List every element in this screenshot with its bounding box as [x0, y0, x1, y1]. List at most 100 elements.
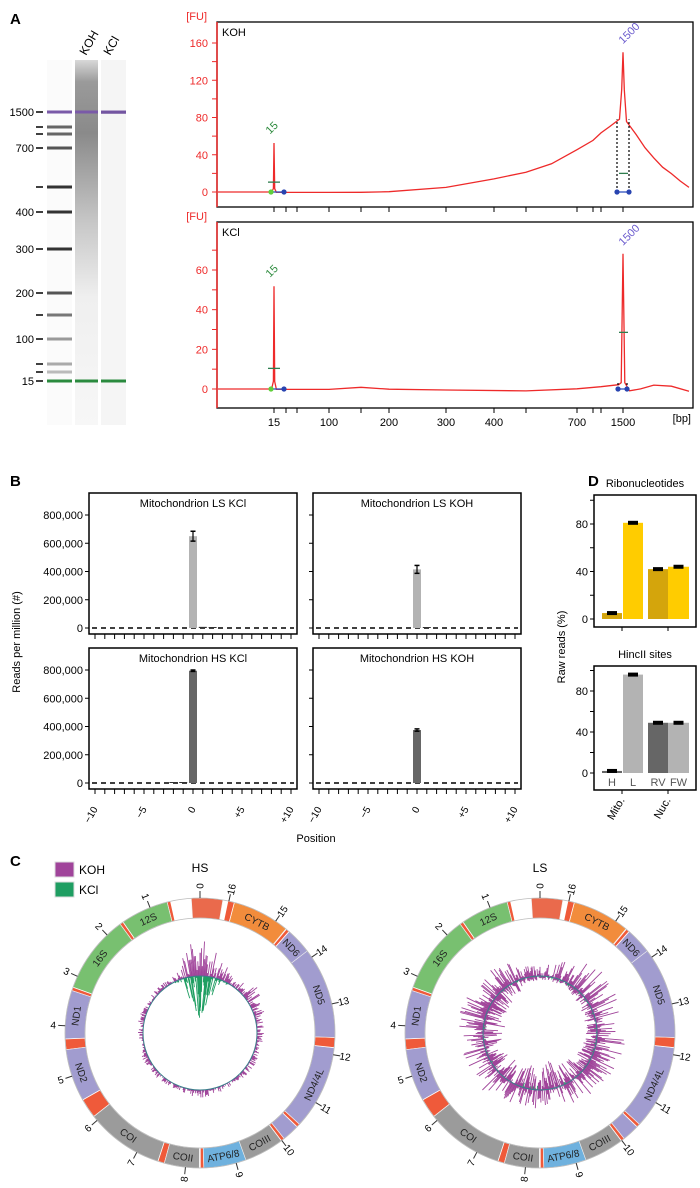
- gene-label: ND1: [410, 1005, 424, 1027]
- kb-tick: [65, 1075, 73, 1079]
- trace-line: [218, 52, 690, 194]
- ladder-band: [47, 125, 72, 129]
- kb-tick: [146, 900, 151, 908]
- x-tick-label: +5: [232, 805, 247, 821]
- y-tick-label: 600,000: [43, 693, 83, 705]
- kb-tick: [275, 915, 281, 922]
- kb-tick-label: 14: [654, 943, 670, 959]
- trna-segment: [313, 1036, 336, 1049]
- x-tick-label: 400: [485, 417, 503, 429]
- gene-label: ND1: [70, 1005, 84, 1027]
- x-tick-label: Mito.: [605, 796, 627, 823]
- kb-tick-label: 6: [83, 1123, 95, 1135]
- x-tick-label: 200: [380, 417, 398, 429]
- baseline-circle: [142, 975, 258, 1091]
- y-tick-label: 40: [196, 150, 208, 162]
- kb-tick: [673, 1054, 681, 1057]
- kb-tick: [333, 1054, 341, 1057]
- x-tick-label: −10: [83, 805, 101, 826]
- bar-position-1: [422, 627, 431, 628]
- y-tick-label: 80: [196, 113, 208, 125]
- bar-position-0: [189, 536, 197, 628]
- facet-title: Mitochondrion LS KOH: [361, 498, 474, 510]
- kb-tick: [621, 1140, 627, 1147]
- ladder-band: [47, 313, 72, 317]
- kb-tick-label: 2: [92, 921, 104, 933]
- kb-tick-label: 7: [466, 1158, 479, 1168]
- kb-tick-label: 8: [179, 1175, 191, 1182]
- x-tick-label: 1500: [611, 417, 635, 429]
- kb-tick-label: 10: [280, 1143, 296, 1159]
- y-tick-label: 40: [576, 567, 588, 579]
- kb-tick-label: 0: [196, 883, 207, 889]
- sample-label: KOH: [222, 27, 246, 39]
- kb-tick-label: 9: [572, 1171, 584, 1180]
- panel-d-raw-reads: Ribonucleotides 0 40 80 HincII sites 0 40 80 H L R…: [556, 478, 697, 823]
- kb-tick-label: 11: [658, 1102, 673, 1117]
- bar-mito-l: [623, 522, 643, 619]
- legend-label-kcl: KCl: [79, 883, 98, 897]
- kcl-signal-inward: [171, 975, 229, 1018]
- x-axis-unit: [bp]: [673, 413, 691, 425]
- kb-tick: [575, 1162, 579, 1170]
- kb-tick: [568, 894, 571, 902]
- lane-koh: [75, 60, 98, 425]
- y-tick-label: 400,000: [43, 722, 83, 734]
- x-tick-label: +10: [279, 805, 297, 826]
- electropherogram-koh: KOH [FU] 0 40 80 120 160 15 1500: [186, 11, 694, 212]
- peak-end-dot: [281, 386, 287, 392]
- panel-b-position-bars: Mitochondrion LS KCl 0 200,000 400,000 600,0…: [11, 492, 522, 845]
- kb-tick-label: 16: [226, 883, 239, 897]
- error-bar: [653, 567, 663, 572]
- bar-label: H: [608, 777, 616, 789]
- kb-tick: [405, 1075, 413, 1079]
- bar-nuc-rv: [648, 722, 668, 773]
- y-tick-label: 200,000: [43, 595, 83, 607]
- ladder-band: [47, 132, 72, 136]
- y-tick-label: 160: [190, 38, 208, 50]
- bar-position--2: [169, 782, 178, 783]
- bar-mito-l: [623, 674, 643, 773]
- y-axis-title: Raw reads (%): [556, 611, 568, 684]
- kb-tick-label: 4: [50, 1020, 57, 1031]
- peak-end-dot: [624, 386, 630, 392]
- x-tick-label: 0: [186, 805, 199, 816]
- facet-title: Mitochondrion HS KCl: [139, 653, 247, 665]
- panel-label-d: D: [588, 473, 599, 490]
- y-axis-unit: [FU]: [186, 11, 207, 23]
- ladder-label: 300: [16, 244, 34, 256]
- chart-ribonucleotides: Ribonucleotides 0 40 80: [576, 478, 697, 631]
- ladder-band: [47, 247, 72, 251]
- facet-mitochondrion-hs-koh: Mitochondrion HS KOH −10 −5 0 +5 +10: [307, 647, 522, 826]
- y-tick-label: 0: [582, 614, 588, 626]
- ladder-label: 15: [22, 376, 34, 388]
- y-tick-label: 800,000: [43, 665, 83, 677]
- koh-signal-outward: [138, 941, 265, 1098]
- bar-position-0: [413, 730, 421, 783]
- bar-mito-h: [602, 613, 622, 619]
- y-tick-label: 0: [77, 778, 83, 790]
- x-tick-label: −10: [307, 805, 325, 826]
- y-tick-label: 0: [202, 187, 208, 199]
- kb-tick-label: 13: [337, 996, 351, 1009]
- ladder-band: [47, 110, 72, 114]
- legend-swatch-koh: [54, 861, 75, 878]
- bar-nuc-fw: [668, 722, 689, 773]
- lower-marker-label: 15: [264, 263, 281, 280]
- peak-start-dot: [268, 189, 274, 195]
- facet-mitochondrion-ls-koh: Mitochondrion LS KOH: [309, 492, 522, 639]
- y-tick-label: 0: [202, 384, 208, 396]
- x-tick-label: 15: [268, 417, 280, 429]
- kb-tick-label: 9: [232, 1171, 244, 1180]
- lower-marker-band: [101, 379, 126, 383]
- chart-hincii-sites: HincII sites 0 40 80 H L RV FW Mito. Nuc.: [576, 649, 697, 823]
- kb-tick-label: 10: [620, 1143, 636, 1159]
- bar-label: RV: [650, 777, 666, 789]
- lane-label-kcl: KCl: [100, 34, 122, 58]
- y-tick-label: 120: [190, 75, 208, 87]
- x-tick-label: +5: [456, 805, 471, 821]
- kb-tick-label: 1: [479, 892, 491, 902]
- error-bar: [628, 672, 638, 677]
